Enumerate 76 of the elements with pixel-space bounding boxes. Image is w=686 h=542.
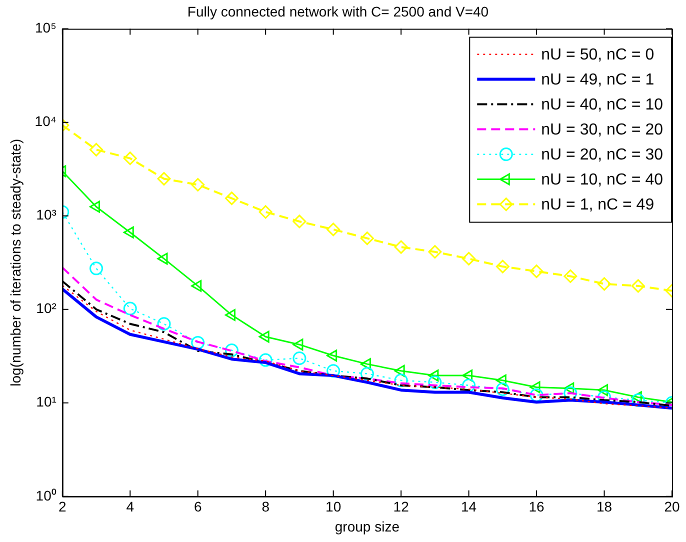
x-tick-label: 16 bbox=[528, 498, 545, 515]
point bbox=[90, 142, 104, 156]
x-tick-label: 8 bbox=[262, 498, 270, 515]
point bbox=[191, 336, 205, 350]
chart-title: Fully connected network with C= 2500 and V=40 bbox=[187, 3, 489, 20]
point bbox=[394, 240, 408, 254]
x-tick-label: 14 bbox=[461, 498, 477, 515]
point bbox=[326, 364, 340, 378]
point bbox=[564, 386, 578, 400]
y-tick-label: 10¹ bbox=[36, 394, 57, 410]
point bbox=[191, 178, 205, 192]
point bbox=[224, 192, 238, 206]
point bbox=[598, 277, 612, 291]
point bbox=[564, 382, 574, 394]
point bbox=[123, 226, 134, 238]
legend-label: nU = 40, nC = 10 bbox=[541, 96, 664, 114]
point bbox=[292, 352, 306, 366]
point bbox=[496, 260, 510, 274]
point bbox=[462, 370, 473, 382]
point bbox=[496, 374, 506, 386]
point bbox=[292, 338, 304, 351]
x-axis-title: group size bbox=[334, 518, 400, 534]
point bbox=[157, 172, 171, 186]
y-tick-label: 10⁰ bbox=[36, 487, 56, 504]
y-axis-title: log(number of iterations to steady-state) bbox=[7, 138, 24, 386]
point bbox=[462, 252, 476, 266]
point bbox=[631, 393, 645, 407]
point bbox=[530, 381, 540, 394]
point bbox=[360, 366, 374, 380]
y-tick-label: 10³ bbox=[36, 206, 57, 223]
point bbox=[90, 200, 100, 213]
point bbox=[258, 205, 272, 219]
point bbox=[326, 350, 338, 362]
x-tick-label: 18 bbox=[596, 498, 612, 515]
point bbox=[428, 370, 439, 382]
y-tick-label: 10⁴ bbox=[34, 113, 56, 130]
point bbox=[530, 388, 544, 402]
point bbox=[292, 214, 306, 228]
x-tick-label: 10 bbox=[326, 498, 342, 515]
point bbox=[360, 358, 371, 370]
point bbox=[598, 384, 608, 396]
point bbox=[157, 252, 168, 265]
x-tick-label: 4 bbox=[126, 498, 134, 515]
point bbox=[428, 376, 442, 390]
point bbox=[598, 390, 612, 404]
point bbox=[191, 280, 202, 292]
point bbox=[258, 330, 270, 343]
x-tick-label: 6 bbox=[194, 498, 202, 515]
point bbox=[123, 152, 137, 166]
legend-label: nU = 10, nC = 40 bbox=[541, 172, 664, 189]
point bbox=[90, 262, 104, 276]
point bbox=[224, 344, 238, 358]
y-tick-label: 10² bbox=[36, 300, 57, 316]
legend-label: nU = 50, nC = 0 bbox=[541, 46, 654, 64]
y-tick-label: 10⁵ bbox=[34, 20, 56, 36]
point bbox=[394, 364, 405, 377]
point bbox=[326, 222, 340, 236]
x-tick-label: 20 bbox=[664, 498, 680, 515]
point bbox=[258, 353, 272, 367]
point bbox=[496, 382, 510, 396]
point bbox=[530, 264, 544, 278]
legend-label: nU = 49, nC = 1 bbox=[541, 72, 654, 89]
point bbox=[564, 269, 578, 283]
point bbox=[157, 317, 171, 331]
point bbox=[428, 245, 442, 259]
point bbox=[224, 309, 236, 321]
legend-label: nU = 1, nC = 49 bbox=[541, 196, 654, 214]
point bbox=[394, 374, 408, 388]
legend-label: nU = 20, nC = 30 bbox=[541, 146, 664, 164]
point bbox=[631, 391, 642, 404]
point bbox=[360, 232, 374, 246]
point bbox=[631, 279, 645, 293]
point bbox=[123, 302, 137, 316]
x-tick-label: 2 bbox=[58, 498, 66, 515]
x-tick-label: 12 bbox=[393, 498, 410, 515]
legend-label: nU = 30, nC = 20 bbox=[541, 122, 664, 139]
